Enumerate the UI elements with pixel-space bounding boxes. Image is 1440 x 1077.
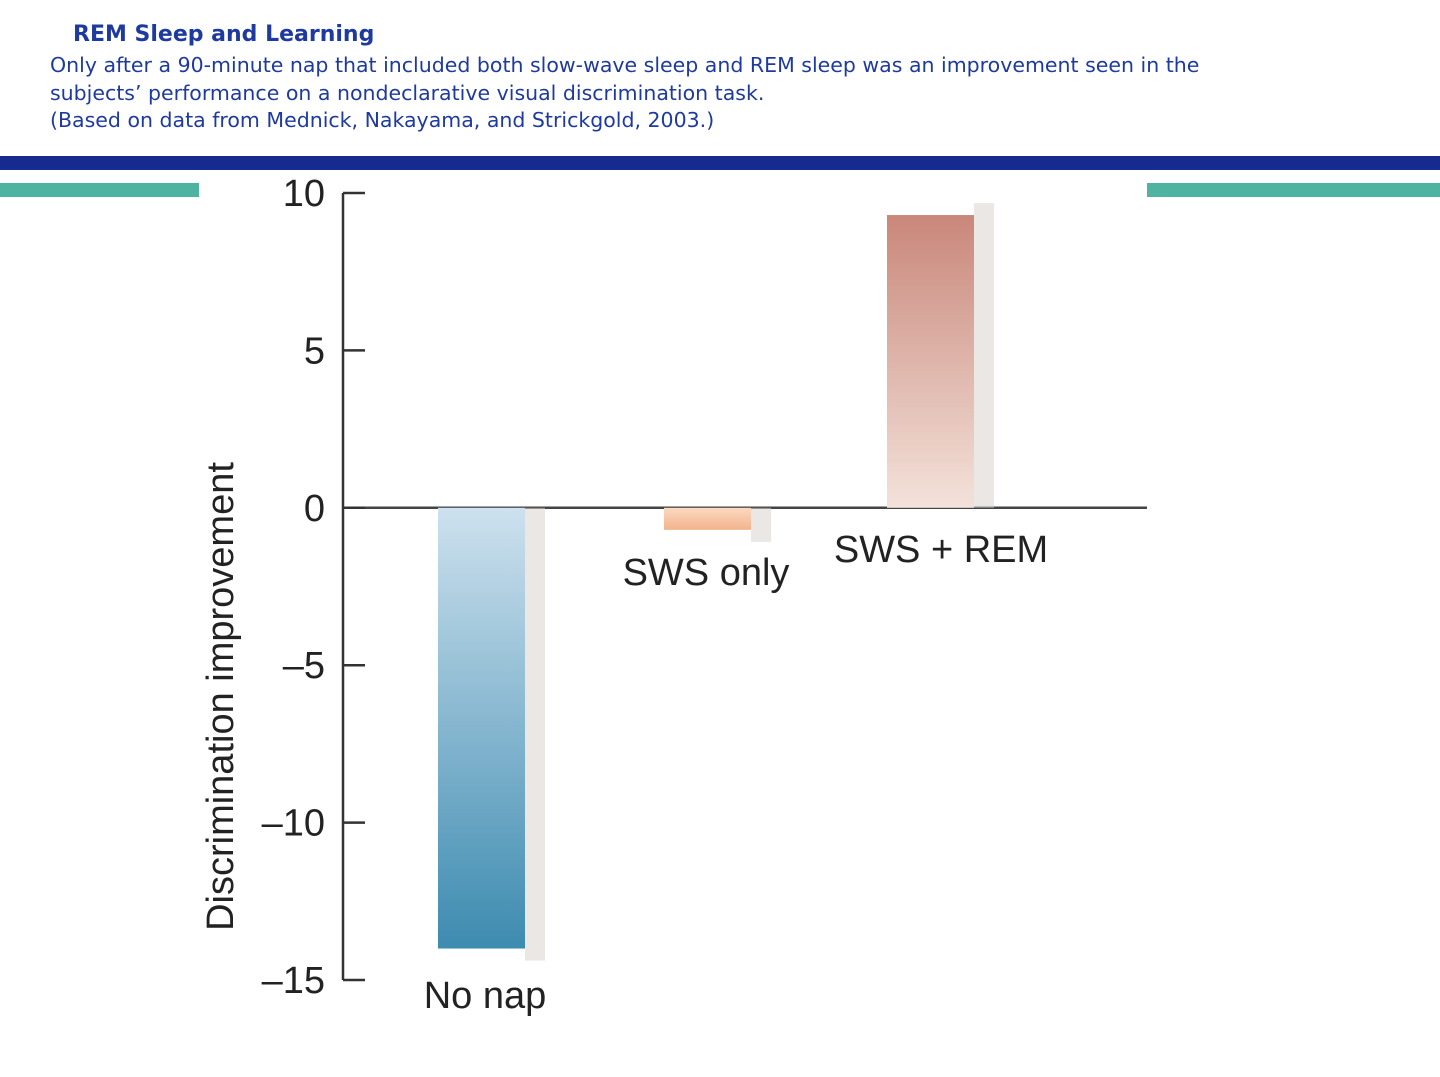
y-tick-label: 0 [304, 488, 325, 530]
teal-divider-left [0, 183, 199, 197]
navy-divider [0, 156, 1440, 170]
category-label: SWS only [623, 552, 790, 594]
caption-line: Only after a 90-minute nap that included… [50, 53, 1200, 77]
y-tick-label: –5 [283, 645, 325, 687]
bar-shadow [525, 507, 545, 961]
y-tick-label: –10 [262, 803, 325, 845]
bar-shadow [751, 507, 771, 542]
y-tick-label: 10 [283, 173, 325, 215]
bar-shadow [974, 203, 994, 508]
bar [887, 215, 974, 508]
y-tick-label: 5 [304, 330, 325, 372]
category-label: SWS + REM [834, 529, 1048, 571]
caption-line: (Based on data from Mednick, Nakayama, a… [50, 108, 715, 132]
bar [664, 507, 751, 530]
category-label: No nap [424, 975, 547, 1017]
y-axis-title: Discrimination improvement [200, 462, 242, 931]
caption-line: subjects’ performance on a nondeclarativ… [50, 80, 765, 105]
figure-header: REM Sleep and Learning Only after a 90-m… [0, 0, 1440, 150]
teal-divider-right [1147, 183, 1440, 197]
y-tick-label: –15 [262, 960, 325, 1002]
bar [438, 507, 525, 949]
figure-title: REM Sleep and Learning [73, 22, 375, 47]
figure-caption: Only after a 90-minute nap that included… [50, 52, 1410, 135]
